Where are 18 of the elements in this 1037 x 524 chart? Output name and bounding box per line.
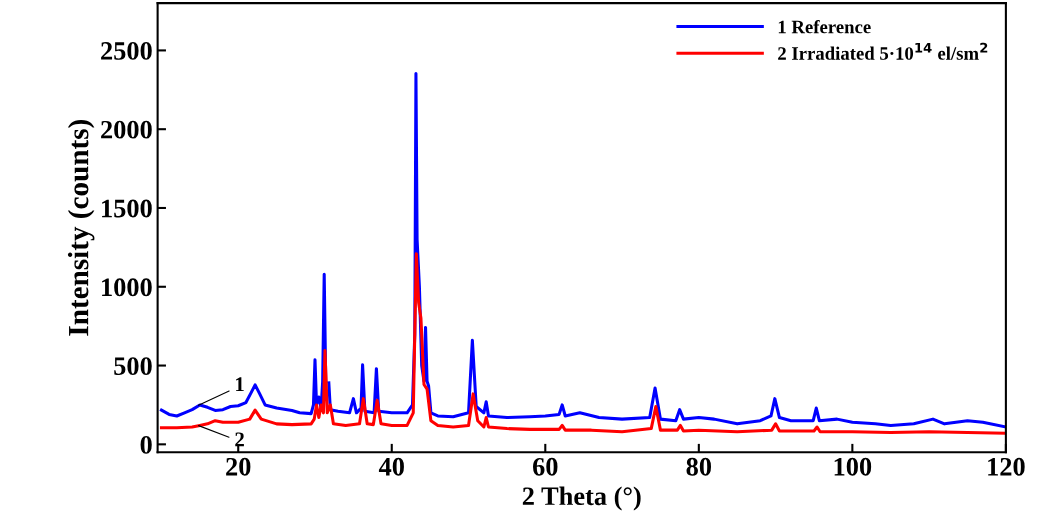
x-tick-label: 80 [686, 457, 712, 476]
y-tick-label: 500 [114, 357, 152, 375]
legend-label: 2 Irradiated 5·10$^{14}$ el/sm$^{2}$ [778, 42, 988, 60]
legend-label: 1 Reference [778, 19, 871, 34]
x-axis-title: 2 Theta (°) [522, 486, 641, 511]
annotation: 2 [235, 432, 244, 447]
x-tick-label: 120 [988, 457, 1025, 476]
annotation: 1 [236, 377, 244, 392]
y-axis-title: Intensity (counts) [67, 119, 95, 336]
y-tick-label: 1500 [102, 199, 152, 218]
x-tick-label: 60 [533, 457, 558, 476]
y-tick-label: 0 [140, 435, 152, 454]
y-tick-label: 2000 [101, 120, 152, 139]
x-tick-label: 20 [226, 457, 251, 476]
y-tick-label: 1000 [102, 278, 152, 297]
x-tick-label: 100 [834, 457, 872, 476]
x-tick-label: 40 [378, 457, 404, 476]
y-tick-label: 2500 [101, 42, 152, 60]
